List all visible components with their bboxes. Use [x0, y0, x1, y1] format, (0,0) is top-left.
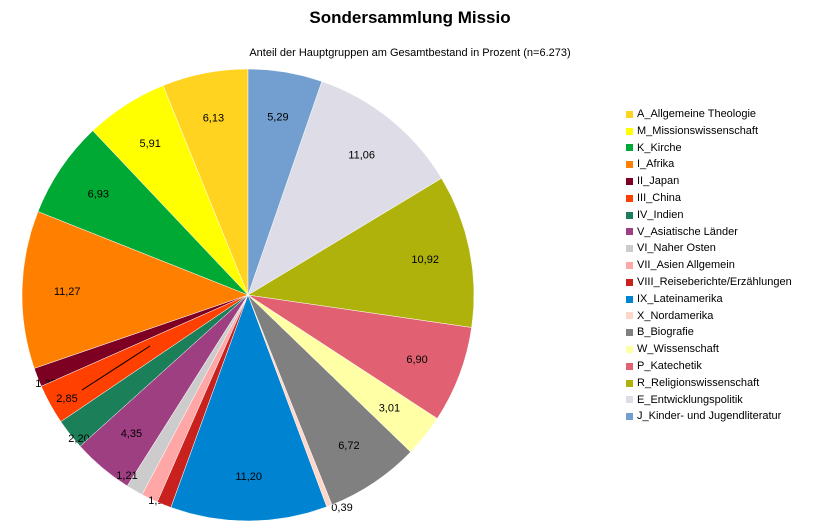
legend-item: VII_Asien Allgemein — [626, 257, 792, 274]
legend-label: A_Allgemeine Theologie — [637, 108, 757, 120]
pie-slice — [247, 177, 475, 328]
legend-label: W_Wissenschaft — [637, 343, 719, 356]
legend-item: II_Japan — [626, 173, 792, 190]
legend-swatch — [626, 413, 633, 421]
legend-swatch — [626, 346, 633, 354]
legend-item: V_Asiatische Länder — [626, 224, 792, 241]
pie-slice — [247, 68, 323, 296]
legend-item: III_China — [626, 190, 792, 207]
legend-label: B_Biografie — [637, 326, 694, 339]
legend-item: J_Kinder- und Jugendliteratur — [626, 408, 792, 425]
legend-label: III_China — [637, 191, 682, 204]
legend-swatch — [626, 262, 633, 270]
slice-value-label: 3,01 — [379, 403, 400, 415]
legend-swatch — [626, 161, 633, 169]
legend-item: P_Katechetik — [626, 358, 792, 375]
legend-swatch — [626, 211, 633, 219]
legend-label: IV_Indien — [637, 208, 684, 221]
legend-swatch — [626, 127, 633, 135]
legend-item: B_Biografie — [626, 324, 792, 341]
legend-swatch — [626, 178, 633, 186]
chart-subtitle: Anteil der Hauptgruppen am Gesamtbestand… — [249, 47, 571, 59]
legend-label: VI_Naher Osten — [637, 242, 716, 255]
legend-item: VIII_Reiseberichte/Erzählungen — [626, 274, 792, 291]
legend-label: J_Kinder- und Jugendliteratur — [637, 410, 782, 423]
slice-value-label: 6,90 — [406, 354, 427, 366]
legend-item: X_Nordamerika — [626, 308, 792, 325]
legend-item: IX_Lateinamerika — [626, 291, 792, 308]
slice-value-label: 6,72 — [338, 440, 359, 452]
slice-value-label: 5,91 — [139, 138, 160, 150]
legend-label: P_Katechetik — [637, 359, 702, 372]
slice-value-label: 4,35 — [121, 428, 142, 440]
legend-label: I_Afrika — [637, 158, 675, 171]
legend-swatch — [626, 362, 633, 370]
legend-swatch — [626, 228, 633, 236]
legend-item: A_Allgemeine Theologie — [626, 106, 792, 123]
slice-value-label: 6,93 — [88, 189, 109, 201]
legend-swatch — [626, 278, 633, 286]
slice-value-label: 6,13 — [203, 113, 224, 125]
legend-label: VIII_Reiseberichte/Erzählungen — [637, 275, 792, 288]
slice-value-label: 2,85 — [56, 393, 77, 405]
pie-slice — [21, 211, 249, 369]
legend-item: K_Kirche — [626, 140, 792, 157]
legend-swatch — [626, 379, 633, 387]
legend-label: E_Entwicklungspolitik — [637, 393, 743, 406]
legend-swatch — [626, 312, 633, 320]
legend-label: IX_Lateinamerika — [637, 292, 723, 305]
legend-swatch — [626, 295, 633, 303]
legend-label: V_Asiatische Länder — [637, 225, 738, 238]
legend-item: R_Religionswissenschaft — [626, 375, 792, 392]
slice-value-label: 5,29 — [267, 112, 288, 124]
legend-label: M_Missionswissenschaft — [637, 124, 759, 137]
legend-label: VII_Asien Allgemein — [637, 259, 735, 272]
slice-value-label: 11,20 — [235, 471, 262, 483]
legend-swatch — [626, 245, 633, 253]
chart-title: Sondersammlung Missio — [309, 8, 511, 27]
slice-value-label: 1,21 — [116, 470, 137, 482]
legend-label: R_Religionswissenschaft — [637, 376, 760, 389]
legend-item: VI_Naher Osten — [626, 240, 792, 257]
legend-swatch — [626, 396, 633, 404]
legend-label: X_Nordamerika — [637, 309, 714, 322]
legend-item: M_Missionswissenschaft — [626, 123, 792, 140]
slice-value-label: 11,27 — [54, 286, 81, 298]
legend-swatch — [626, 329, 633, 337]
legend-swatch — [626, 194, 633, 202]
leader-line — [81, 345, 151, 391]
legend-swatch — [626, 144, 633, 152]
legend-item: E_Entwicklungspolitik — [626, 392, 792, 409]
legend-swatch — [626, 110, 633, 118]
chart-legend: A_Allgemeine Theologie M_Missionswissensc… — [626, 106, 792, 425]
slice-value-label: 11,06 — [348, 150, 375, 162]
slice-value-label: 0,39 — [331, 502, 352, 514]
slice-value-label: 10,92 — [411, 254, 439, 266]
legend-item: IV_Indien — [626, 207, 792, 224]
legend-label: II_Japan — [637, 175, 680, 188]
legend-item: I_Afrika — [626, 156, 792, 173]
slice-value-label: 2,20 — [68, 433, 89, 445]
pie-slice — [247, 81, 442, 296]
pie-slice — [170, 294, 328, 522]
legend-item: W_Wissenschaft — [626, 341, 792, 358]
legend-label: K_Kirche — [637, 141, 682, 154]
